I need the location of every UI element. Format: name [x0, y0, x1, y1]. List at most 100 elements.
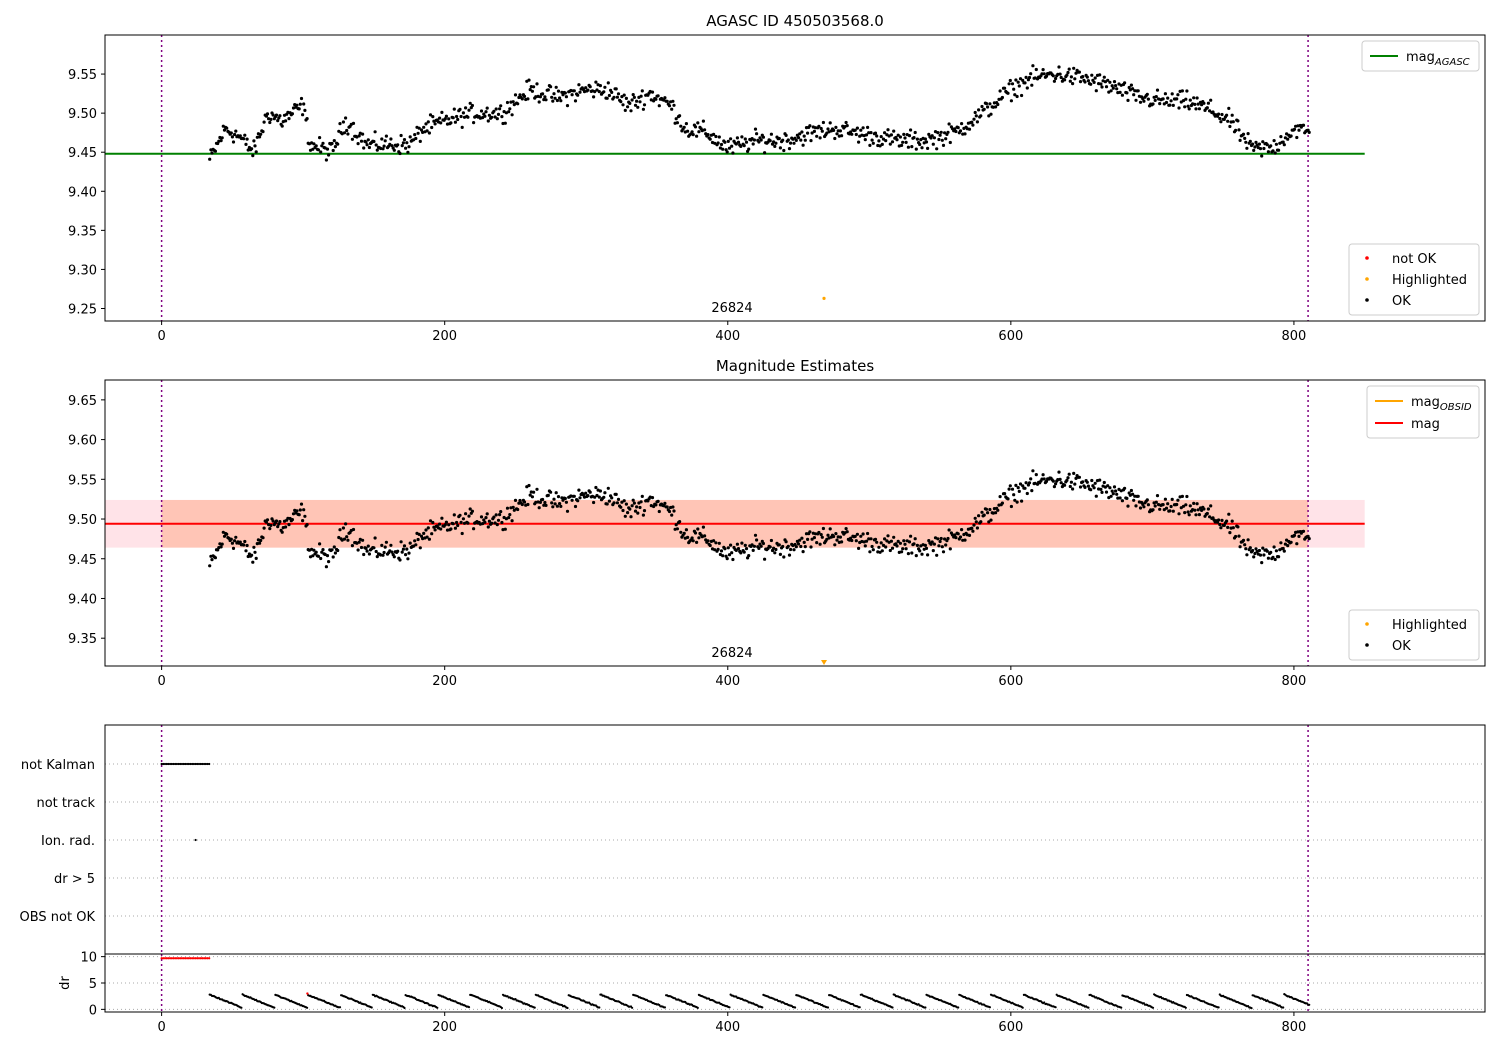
data-point	[883, 131, 887, 135]
flag-observation-boundaries	[160, 725, 1309, 954]
data-point	[1134, 98, 1138, 102]
highlighted-point-marker	[821, 660, 828, 665]
data-point	[630, 98, 634, 102]
data-point	[1054, 482, 1058, 486]
data-point	[809, 139, 813, 143]
data-point	[725, 557, 729, 561]
data-point	[667, 104, 672, 108]
data-point	[1176, 93, 1180, 97]
data-point	[1195, 96, 1199, 100]
data-point	[871, 141, 875, 145]
data-point	[398, 151, 402, 156]
data-point	[701, 119, 706, 123]
data-point	[1175, 97, 1179, 101]
data-point	[626, 510, 630, 515]
data-point	[1041, 473, 1045, 477]
data-point	[781, 544, 785, 549]
data-point	[695, 540, 699, 545]
data-point	[956, 532, 960, 536]
data-point	[819, 533, 823, 537]
data-point	[261, 536, 265, 540]
data-point	[553, 96, 557, 100]
data-point	[879, 541, 883, 545]
data-point	[606, 81, 610, 85]
data-point	[1102, 480, 1106, 485]
dr-not-ok-point	[191, 957, 194, 960]
data-point	[244, 549, 248, 553]
data-point	[392, 148, 396, 152]
dr-not-ok-point	[189, 957, 192, 960]
data-point	[1115, 87, 1119, 91]
data-point	[425, 129, 429, 133]
data-point	[886, 128, 890, 132]
data-point	[244, 142, 248, 146]
data-point	[487, 519, 491, 523]
data-point	[984, 102, 989, 106]
panel1-obsid-label: 26824	[711, 301, 752, 316]
data-point	[939, 536, 943, 541]
data-point	[472, 527, 476, 531]
data-point	[1243, 136, 1247, 140]
flag-point	[191, 762, 194, 766]
data-point	[1098, 478, 1102, 482]
legend-label: OK	[1392, 294, 1411, 309]
data-point	[372, 139, 376, 144]
data-point	[400, 144, 404, 148]
data-point	[380, 543, 384, 548]
data-point	[734, 548, 738, 553]
data-point	[684, 122, 689, 126]
data-point	[560, 90, 564, 94]
data-point	[868, 143, 872, 147]
data-point	[1279, 135, 1283, 139]
data-point	[1089, 82, 1093, 86]
data-point	[404, 146, 408, 150]
data-point	[1192, 501, 1196, 505]
data-point	[559, 99, 563, 103]
data-point	[973, 516, 977, 520]
panel1-title: AGASC ID 450503568.0	[706, 12, 884, 30]
data-point	[1254, 140, 1258, 144]
data-point	[734, 142, 738, 146]
data-point	[511, 505, 515, 509]
data-point	[1166, 96, 1170, 100]
flag-point	[208, 762, 211, 766]
data-point	[1292, 127, 1297, 131]
dr-ticks: 0 200 400 600 800 0 5 10	[80, 951, 1306, 1035]
data-point	[1073, 482, 1077, 486]
data-point	[495, 523, 499, 527]
data-point	[619, 100, 623, 104]
data-point	[407, 145, 411, 149]
data-point	[632, 95, 637, 99]
data-point	[1251, 548, 1255, 553]
data-point	[624, 502, 629, 506]
data-point	[900, 143, 904, 147]
data-point	[361, 538, 365, 542]
data-point	[716, 141, 720, 145]
data-point	[656, 94, 660, 98]
data-point	[640, 89, 644, 93]
data-point	[752, 544, 757, 548]
data-point	[799, 138, 803, 142]
legend-label: magAGASC	[1406, 50, 1470, 68]
data-point	[610, 496, 614, 500]
data-point	[875, 134, 879, 138]
data-point	[1103, 485, 1107, 489]
data-point	[873, 537, 878, 541]
data-point	[572, 89, 576, 93]
data-point	[713, 141, 717, 145]
data-point	[1017, 84, 1021, 88]
data-point	[370, 1006, 373, 1009]
data-point	[468, 101, 472, 105]
x-tick-label: 0	[157, 329, 165, 344]
data-point	[844, 120, 848, 125]
data-point	[520, 502, 524, 507]
data-point	[1010, 487, 1015, 491]
data-point	[740, 135, 744, 139]
data-point	[390, 144, 394, 148]
dr-not-ok-point	[163, 957, 167, 960]
dr-not-ok-point	[203, 957, 206, 960]
data-point	[1151, 1006, 1155, 1009]
data-point	[493, 521, 497, 525]
data-point	[923, 543, 928, 548]
data-point	[577, 83, 581, 87]
